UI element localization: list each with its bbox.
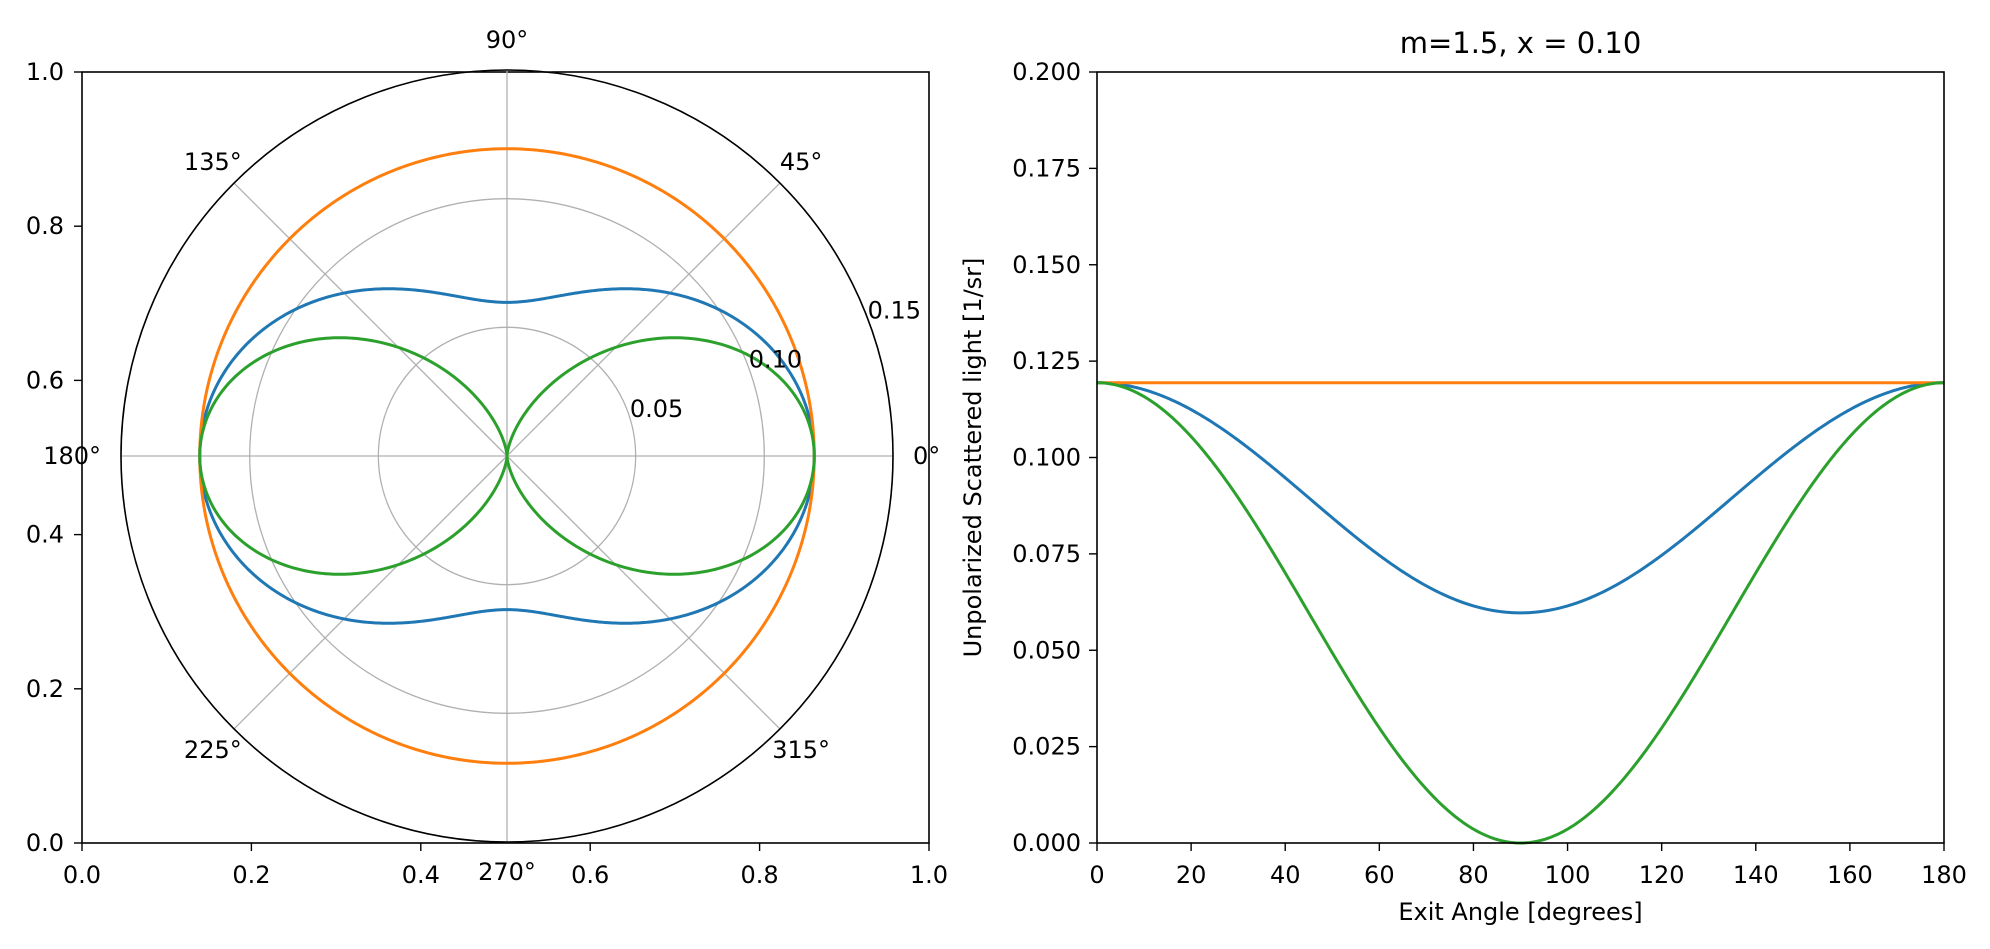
line-y-tick-label: 0.150 [1012, 251, 1081, 279]
line-plot-frame [1096, 71, 1945, 844]
polar-frame-y-tick-label: 0.0 [26, 829, 64, 857]
line-plot-panel: 0 20 40 60 80 100 120 140 160 180 0.000 0.025 0.050 0… [959, 26, 1967, 926]
polar-angular-gridline [233, 455, 508, 730]
line-x-tick-label: 100 [1545, 861, 1591, 889]
polar-angle-tick-label: 225° [184, 736, 242, 764]
polar-frame [81, 71, 930, 844]
polar-frame-x-tick-label: 0.8 [741, 861, 779, 889]
line-x-tick-label: 180 [1921, 861, 1967, 889]
polar-frame-x-tick-label: 0.6 [571, 861, 609, 889]
polar-angle-tick-label: 90° [486, 26, 529, 54]
line-x-tick-label: 80 [1458, 861, 1489, 889]
polar-radial-tick-label: 0.10 [749, 346, 802, 374]
line-y-tick-label: 0.050 [1012, 636, 1081, 664]
line-x-tick-label: 0 [1089, 861, 1104, 889]
polar-frame-y-tick-label: 1.0 [26, 58, 64, 86]
line-y-tick-label: 0.125 [1012, 347, 1081, 375]
polar-frame-x-tick-label: 0.2 [232, 861, 270, 889]
polar-angle-tick-label: 45° [780, 148, 823, 176]
polar-frame-x-tick-label: 1.0 [910, 861, 948, 889]
polar-angle-tick-label: 0° [913, 442, 940, 470]
line-y-axis-label: Unpolarized Scattered light [1/sr] [959, 258, 987, 658]
polar-frame-x-tick-label: 0.0 [63, 861, 101, 889]
polar-angular-gridline [506, 455, 781, 730]
line-x-tick-label: 60 [1364, 861, 1395, 889]
line-y-tick-label: 0.200 [1012, 58, 1081, 86]
line-y-tick-label: 0.100 [1012, 444, 1081, 472]
line-y-tick-label: 0.000 [1012, 829, 1081, 857]
polar-angular-gridline [506, 182, 781, 457]
line-x-axis-label: Exit Angle [degrees] [1398, 898, 1642, 926]
polar-angle-tick-label: 135° [184, 148, 242, 176]
polar-angle-tick-label: 180° [43, 442, 101, 470]
line-plot-title: m=1.5, x = 0.10 [1400, 26, 1642, 60]
line-x-tick-label: 40 [1270, 861, 1301, 889]
polar-frame-y-tick-label: 0.6 [26, 366, 64, 394]
line-x-tick-label: 160 [1827, 861, 1873, 889]
polar-series-green [198, 336, 816, 576]
polar-frame-x-tick-label: 0.4 [402, 861, 440, 889]
polar-radial-tick-label: 0.05 [630, 395, 683, 423]
line-x-tick-label: 140 [1733, 861, 1779, 889]
polar-frame-y-tick-label: 0.8 [26, 212, 64, 240]
polar-frame-y-tick-label: 0.2 [26, 675, 64, 703]
line-y-tick-label: 0.025 [1012, 733, 1081, 761]
polar-radial-tick-label: 0.15 [868, 296, 921, 324]
line-series-blue [1096, 381, 1945, 615]
polar-angle-tick-label: 315° [772, 736, 830, 764]
line-x-tick-label: 120 [1639, 861, 1685, 889]
polar-angular-gridline [233, 182, 508, 457]
line-y-tick-label: 0.075 [1012, 540, 1081, 568]
polar-outer-boundary [120, 69, 894, 843]
line-y-tick-label: 0.175 [1012, 154, 1081, 182]
polar-angle-tick-label: 270° [478, 858, 536, 886]
polar-plot-panel: 0.0 0.2 0.4 0.6 0.8 1.0 0.0 0.2 0.4 0.6 0.8 1.0 0.05… [26, 26, 948, 889]
line-x-tick-label: 20 [1176, 861, 1207, 889]
polar-frame-y-tick-label: 0.4 [26, 521, 64, 549]
